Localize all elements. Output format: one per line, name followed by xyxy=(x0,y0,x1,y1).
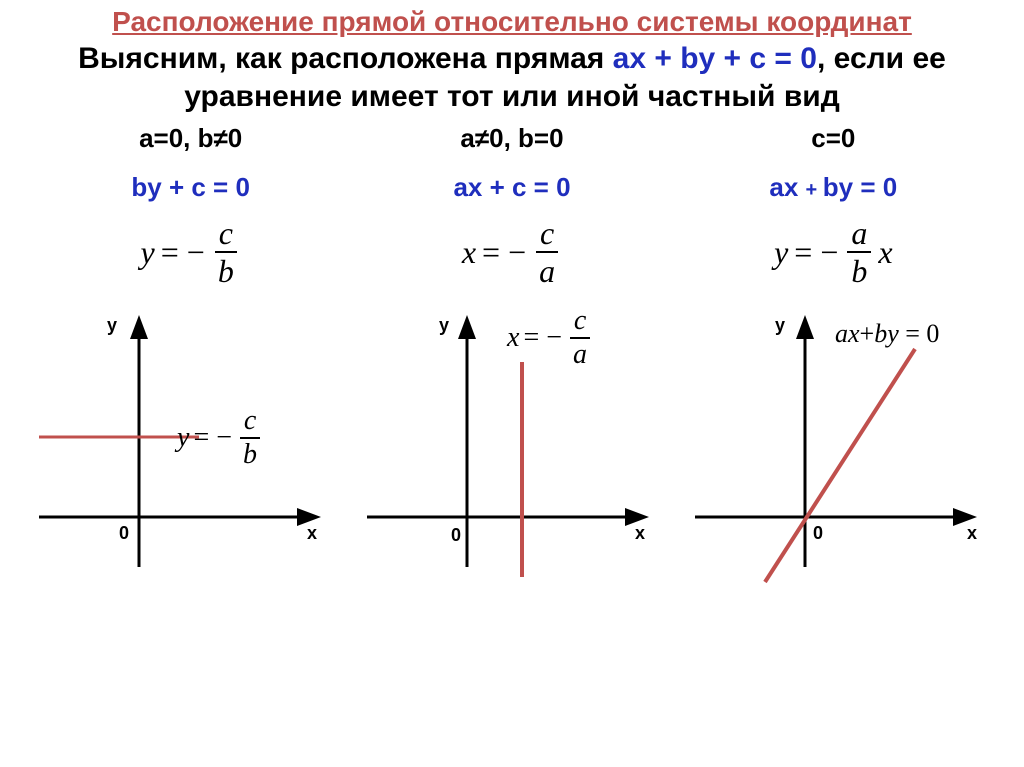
condition-3: c=0 xyxy=(673,123,994,154)
y-axis-label: у xyxy=(107,315,117,336)
page-title: Расположение прямой относительно системы… xyxy=(0,0,1024,38)
solved-eq-row: y = − c b x = − c a y = − a b x xyxy=(0,217,1024,287)
solved-eq-2: x = − c a xyxy=(351,217,672,287)
x-axis-label: х xyxy=(307,523,317,544)
charts-row: у х 0 y = − c b у х 0 x = − xyxy=(0,297,1024,597)
short-eq-row: by + c = 0 ax + c = 0 ax + by = 0 xyxy=(0,172,1024,217)
y-axis-label: у xyxy=(775,315,785,336)
solved-1-frac: c b xyxy=(214,217,238,287)
condition-1: a=0, b≠0 xyxy=(30,123,351,154)
chart-3-annot: ax+by = 0 xyxy=(835,319,939,349)
subtitle-text-1: Выясним, как расположена прямая xyxy=(78,42,613,75)
origin-label: 0 xyxy=(451,525,461,546)
graph-line-3 xyxy=(765,349,915,582)
solved-3-den: b xyxy=(847,253,871,287)
annot-2-eq: = − xyxy=(523,322,562,354)
chart-2-annot: x = − c a xyxy=(507,307,594,369)
solved-1-lhs: y xyxy=(141,234,155,271)
solved-2-den: a xyxy=(535,253,559,287)
x-axis-label: х xyxy=(967,523,977,544)
x-axis-label: х xyxy=(635,523,645,544)
equals-sign: = − xyxy=(161,234,205,271)
annot-2-lhs: x xyxy=(507,322,519,354)
origin-label: 0 xyxy=(813,523,823,544)
annot-1-eq: = − xyxy=(193,422,232,454)
solved-3-tail: x xyxy=(878,234,892,271)
subtitle: Выясним, как расположена прямая ах + bу … xyxy=(0,38,1024,123)
subtitle-equation: ах + bу + с = 0 xyxy=(613,42,817,75)
annot-3-text: ax+by = 0 xyxy=(835,319,939,349)
annot-2-den: a xyxy=(569,339,591,369)
solved-2-frac: c a xyxy=(535,217,559,287)
solved-2-lhs: x xyxy=(462,234,476,271)
chart-2: у х 0 x = − c a xyxy=(357,307,667,597)
annot-1-den: b xyxy=(239,439,261,469)
conditions-row: a=0, b≠0 a≠0, b=0 c=0 xyxy=(0,123,1024,172)
chart-1: у х 0 y = − c b xyxy=(29,307,339,597)
solved-2-num: c xyxy=(536,217,558,253)
chart-1-annot: y = − c b xyxy=(177,407,264,469)
annot-1-lhs: y xyxy=(177,422,189,454)
condition-2: a≠0, b=0 xyxy=(351,123,672,154)
short-eq-3: ax + by = 0 xyxy=(673,172,994,203)
solved-eq-3: y = − a b x xyxy=(673,217,994,287)
annot-2-num: c xyxy=(570,307,590,339)
solved-1-den: b xyxy=(214,253,238,287)
equals-sign: = − xyxy=(794,234,838,271)
origin-label: 0 xyxy=(119,523,129,544)
short-eq-3-a: ax xyxy=(769,172,805,202)
short-eq-3-b: by = 0 xyxy=(823,172,897,202)
chart-3-svg xyxy=(685,307,985,587)
solved-3-frac: a b xyxy=(847,217,871,287)
annot-1-frac: c b xyxy=(239,407,261,469)
annot-1-num: c xyxy=(240,407,260,439)
solved-eq-1: y = − c b xyxy=(30,217,351,287)
short-eq-1: by + c = 0 xyxy=(30,172,351,203)
chart-3: у х 0 ax+by = 0 xyxy=(685,307,995,597)
solved-1-num: c xyxy=(215,217,237,253)
equals-sign: = − xyxy=(482,234,526,271)
y-axis-label: у xyxy=(439,315,449,336)
solved-3-num: a xyxy=(847,217,871,253)
short-eq-2: ax + c = 0 xyxy=(351,172,672,203)
short-eq-3-plus: + xyxy=(806,179,823,201)
solved-3-lhs: y xyxy=(774,234,788,271)
annot-2-frac: c a xyxy=(569,307,591,369)
